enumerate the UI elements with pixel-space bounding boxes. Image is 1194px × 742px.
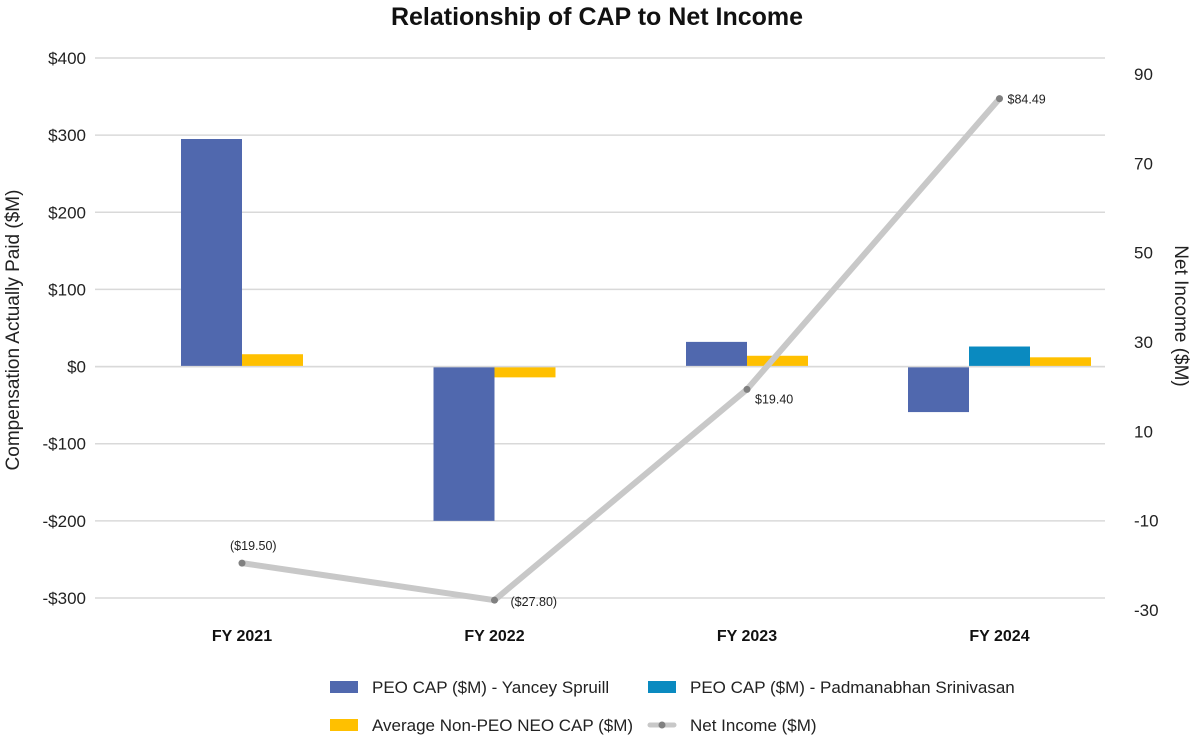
category-label: FY 2022 [464,628,524,645]
legend: PEO CAP ($M) - Yancey Spruill PEO CAP ($M… [330,678,1015,735]
bar-peo-cap-m-padmanabhan-srinivasan [969,346,1030,367]
y-right-tick-label: 30 [1134,333,1153,352]
legend-item: PEO CAP ($M) - Padmanabhan Srinivasan [648,678,1015,697]
legend-swatch [330,719,358,731]
y-tick-label: -$100 [43,435,86,454]
net-income-data-label: $84.49 [1008,93,1046,107]
y-tick-label: $400 [48,49,86,68]
legend-label: PEO CAP ($M) - Padmanabhan Srinivasan [690,678,1015,697]
chart-title: Relationship of CAP to Net Income [390,3,804,31]
net-income-line-path [239,95,1003,604]
net-income-data-label: $19.40 [755,392,793,406]
y-right-tick-label: 70 [1134,154,1153,173]
bar-peo-cap-m-yancey-spruill [181,139,242,367]
category-labels: FY 2021 FY 2022 FY 2023 FY 2024 [212,628,1030,645]
y-tick-label: $0 [67,358,86,377]
legend-label: PEO CAP ($M) - Yancey Spruill [372,678,609,697]
bar-peo-cap-m-yancey-spruill [433,366,495,521]
bars [95,139,1105,521]
legend-label: Average Non-PEO NEO CAP ($M) [372,716,633,735]
gridlines [95,57,1105,599]
legend-swatch [330,681,358,693]
category-label: FY 2023 [717,628,777,645]
net-income-data-label: ($19.50) [230,539,277,553]
right-axis-ticks: 90 70 50 30 10 -10 -30 [1134,65,1159,620]
legend-swatch [648,681,676,693]
y-axis-title: Compensation Actually Paid ($M) [3,190,24,471]
net-income-marker [238,559,246,567]
y-right-tick-label: -30 [1134,601,1159,620]
y-tick-label: $300 [48,126,86,145]
bar-average-non-peo-neo-cap-m [1030,357,1091,367]
y-tick-label: -$300 [43,589,86,608]
category-label: FY 2021 [212,628,272,645]
legend-item: PEO CAP ($M) - Yancey Spruill [330,678,609,697]
net-income-marker [743,385,751,393]
left-axis-ticks: $400 $300 $200 $100 $0 -$100 -$200 -$300 [43,49,86,608]
y-tick-label: $200 [48,203,86,222]
net-income-data-label: ($27.80) [511,595,558,609]
legend-label: Net Income ($M) [690,716,817,735]
bar-average-non-peo-neo-cap-m [242,354,303,367]
y-right-tick-label: 90 [1134,65,1153,84]
legend-marker [658,721,666,729]
y-right-tick-label: 50 [1134,244,1153,263]
category-label: FY 2024 [969,628,1029,645]
net-income-marker [996,95,1003,103]
net-income-line: ($19.50) ($27.80) $19.40 $84.49 [230,93,1046,610]
bar-peo-cap-m-yancey-spruill [686,341,747,367]
y-right-tick-label: -10 [1134,512,1159,531]
y-axis-right-title: Net Income ($M) [1170,245,1191,386]
y-right-tick-label: 10 [1134,422,1153,441]
bar-average-non-peo-neo-cap-m [494,366,556,378]
y-tick-label: -$200 [43,512,86,531]
legend-item: Net Income ($M) [647,716,817,735]
legend-item: Average Non-PEO NEO CAP ($M) [330,716,633,735]
bar-peo-cap-m-yancey-spruill [908,366,969,413]
net-income-marker [491,596,498,604]
bar-average-non-peo-neo-cap-m [747,355,808,367]
y-tick-label: $100 [48,280,86,299]
